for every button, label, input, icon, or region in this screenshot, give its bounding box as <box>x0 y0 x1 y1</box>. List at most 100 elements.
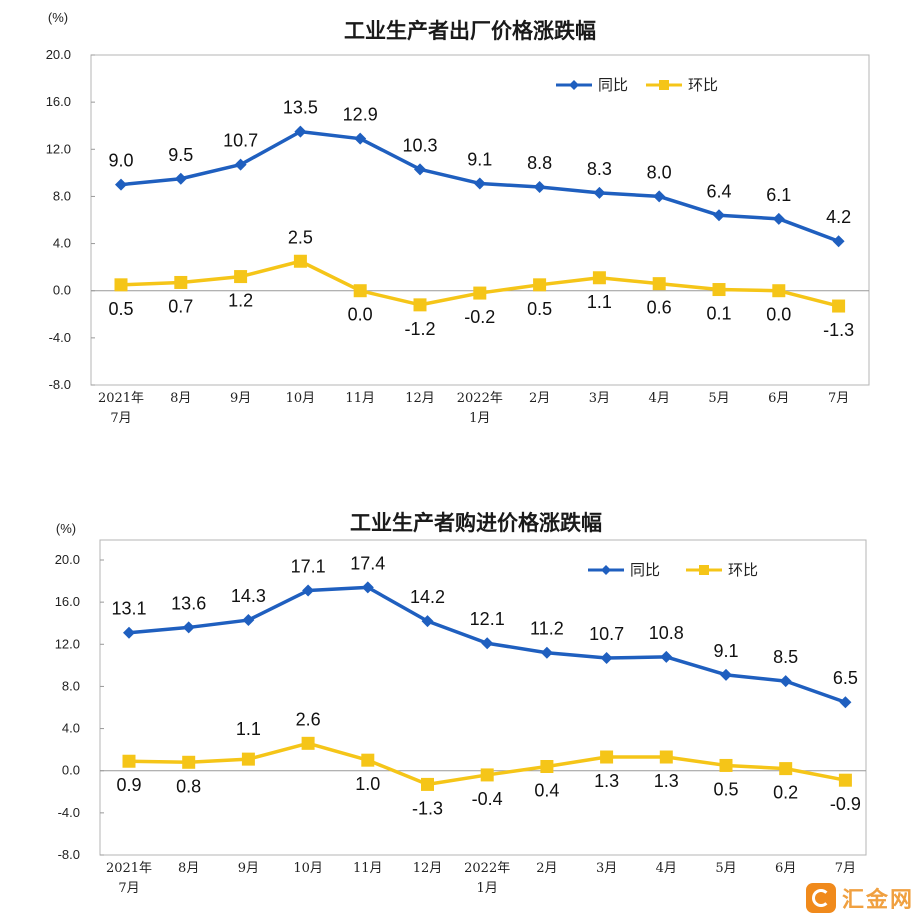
yoy-point <box>414 163 426 176</box>
mom-data-label: 0.1 <box>706 304 731 324</box>
mom-data-label: 2.5 <box>288 227 313 247</box>
y-tick-label: 8.0 <box>53 188 71 203</box>
yoy-point <box>294 125 307 138</box>
yoy-data-label: 10.7 <box>589 624 624 644</box>
mom-point <box>473 286 487 300</box>
yoy-point <box>779 675 792 688</box>
x-tick-label: 7月 <box>835 861 856 876</box>
x-tick-label: 8月 <box>178 861 199 876</box>
y-tick-label: 4.0 <box>62 721 80 736</box>
x-tick-label: 10月 <box>293 861 323 876</box>
mom-data-label: 2.6 <box>296 709 321 729</box>
mom-point <box>719 758 733 772</box>
yoy-data-label: 13.1 <box>111 599 146 619</box>
yoy-point <box>234 158 247 171</box>
yoy-point <box>481 637 494 650</box>
yoy-data-label: 6.5 <box>833 668 858 688</box>
y-tick-label: -4.0 <box>58 805 80 820</box>
mom-point <box>712 283 726 297</box>
yoy-point <box>713 209 725 222</box>
yoy-data-label: 13.5 <box>283 98 318 118</box>
mom-data-label: 1.3 <box>594 771 619 791</box>
y-tick-label: 0.0 <box>62 763 80 778</box>
y-tick-label: -4.0 <box>49 330 71 345</box>
x-tick-label: 10月 <box>286 391 316 406</box>
mom-data-label: -1.2 <box>404 319 435 339</box>
yoy-point <box>361 581 374 594</box>
x-tick-label: 4月 <box>656 861 677 876</box>
x-tick-label: 12月 <box>405 391 435 406</box>
mom-point <box>361 753 375 767</box>
x-tick-label: 12月 <box>413 861 443 876</box>
yoy-point <box>302 584 315 597</box>
mom-data-label: 0.0 <box>348 305 373 325</box>
yoy-data-label: 9.0 <box>108 151 133 171</box>
legend-marker <box>569 80 579 90</box>
mom-point <box>122 754 136 768</box>
y-tick-label: 4.0 <box>53 236 71 251</box>
mom-point <box>659 750 673 764</box>
plot-frame <box>90 54 870 386</box>
mom-point <box>592 271 606 285</box>
mom-data-label: 0.7 <box>168 296 193 316</box>
huijin-logo-icon <box>805 883 836 913</box>
y-tick-label: 16.0 <box>46 94 71 109</box>
x-tick-label: 9月 <box>238 861 259 876</box>
mom-data-label: -0.9 <box>830 794 861 814</box>
x-tick-label: 5月 <box>708 391 729 406</box>
mom-point <box>779 762 793 776</box>
mom-point <box>832 299 846 313</box>
y-tick-label: 20.0 <box>46 47 71 62</box>
mom-data-label: -0.2 <box>464 307 495 327</box>
y-tick-label: -8.0 <box>49 377 71 392</box>
yoy-point <box>533 181 546 193</box>
yoy-data-label: 10.7 <box>223 131 258 151</box>
yoy-point <box>832 235 845 248</box>
mom-point <box>772 284 786 298</box>
yoy-point <box>653 190 666 203</box>
legend-label: 环比 <box>688 76 718 94</box>
yoy-point <box>115 178 127 191</box>
legend-marker <box>601 565 611 575</box>
yoy-data-label: 6.4 <box>706 181 731 201</box>
yoy-point <box>123 626 135 639</box>
yoy-point <box>182 621 195 634</box>
mom-point <box>114 278 128 292</box>
plot-frame <box>99 539 867 856</box>
yoy-data-label: 9.1 <box>467 149 492 169</box>
mom-point <box>241 752 255 766</box>
y-tick-label: -8.0 <box>58 847 80 862</box>
y-tick-label: 8.0 <box>62 678 80 693</box>
mom-data-label: 1.1 <box>236 719 261 739</box>
yoy-point <box>473 177 486 190</box>
mom-point <box>353 284 367 298</box>
yoy-data-label: 8.8 <box>527 153 552 173</box>
mom-data-label: 0.9 <box>116 775 141 795</box>
yoy-data-label: 4.2 <box>826 207 851 227</box>
chart-1: 工业生产者出厂价格涨跌幅 (%) 20.0 16.0 12.0 8.0 4.0 0.0 -4.0… <box>46 10 870 426</box>
x-tick-label: 2月 <box>529 391 550 406</box>
legend-label: 同比 <box>630 561 660 579</box>
yoy-point <box>354 132 367 145</box>
yoy-data-label: 12.1 <box>470 609 505 629</box>
x-tick-label: 6月 <box>768 391 789 406</box>
chart-2: 工业生产者购进价格涨跌幅 (%) 20.0 16.0 12.0 8.0 4.0 0.0 -4.0… <box>55 511 867 896</box>
chart-title: 工业生产者出厂价格涨跌幅 <box>344 19 596 43</box>
x-tick-label: 4月 <box>649 391 670 406</box>
mom-point <box>413 298 427 312</box>
yoy-data-label: 9.5 <box>168 145 193 165</box>
x-tick-label: 2021年 7月 <box>98 391 144 426</box>
x-tick-label: 3月 <box>596 861 617 876</box>
mom-point <box>182 755 196 769</box>
legend-label: 同比 <box>598 76 628 94</box>
yoy-point <box>772 212 785 225</box>
x-tick-label: 7月 <box>828 391 849 406</box>
x-tick-label: 5月 <box>715 861 736 876</box>
mom-data-label: 0.5 <box>108 299 133 319</box>
mom-point <box>301 736 315 750</box>
mom-data-label: 0.5 <box>527 299 552 319</box>
mom-point <box>540 760 554 773</box>
yoy-data-label: 14.3 <box>231 586 266 606</box>
mom-data-label: -1.3 <box>823 320 854 340</box>
